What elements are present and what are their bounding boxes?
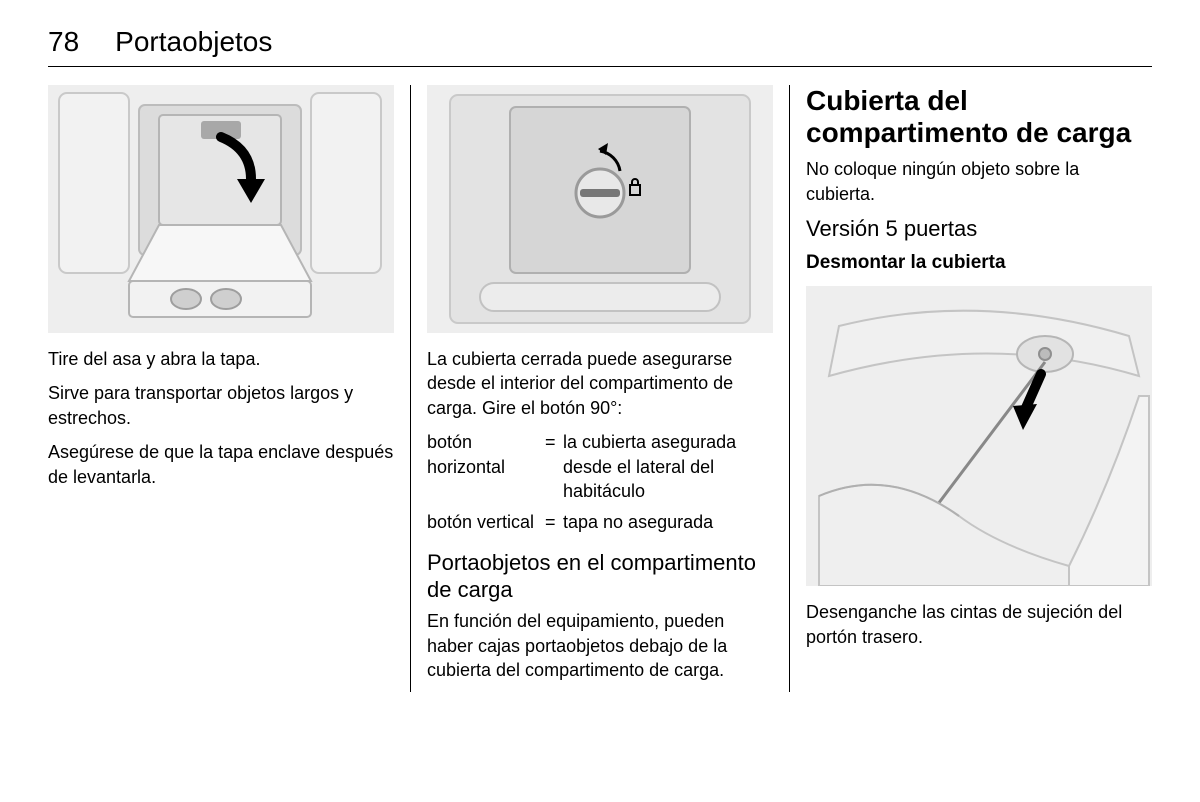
illustration-remove-cover <box>806 286 1152 586</box>
cover-lock-svg <box>427 85 773 333</box>
definition-table: botón horizontal = la cubierta asegurada… <box>427 430 773 534</box>
header-divider <box>48 66 1152 67</box>
def-term: botón horizontal <box>427 430 545 479</box>
content-columns: Tire del asa y abra la tapa. Sirve para … <box>48 85 1152 692</box>
illustration-seat-tray <box>48 85 394 333</box>
section-title: Portaobjetos <box>115 26 272 58</box>
col3-minor-heading: Versión 5 puertas <box>806 216 1152 242</box>
illustration-cover-lock <box>427 85 773 333</box>
seat-tray-svg <box>48 85 394 333</box>
page-header: 78 Portaobjetos <box>48 26 1152 58</box>
def-equals: = <box>545 430 563 454</box>
col1-p1: Tire del asa y abra la tapa. <box>48 347 394 371</box>
col1-p3: Asegúrese de que la tapa enclave después… <box>48 440 394 489</box>
col2-subheading: Portaobjetos en el compartimento de carg… <box>427 550 773 603</box>
column-3: Cubierta del compartimento de carga No c… <box>792 85 1152 692</box>
column-separator-1 <box>410 85 411 692</box>
col3-p1: No coloque ningún objeto sobre la cubier… <box>806 157 1152 206</box>
def-def: tapa no asegurada <box>563 510 773 534</box>
col2-p1: La cubierta cerrada puede asegurarse des… <box>427 347 773 420</box>
col1-p2: Sirve para transportar objetos largos y … <box>48 381 394 430</box>
def-term: botón vertical <box>427 510 545 534</box>
col2-p2: En función del equipamiento, pueden habe… <box>427 609 773 682</box>
def-row: botón vertical = tapa no asegurada <box>427 510 773 534</box>
column-2: La cubierta cerrada puede asegurarse des… <box>413 85 787 692</box>
col3-major-heading: Cubierta del compartimento de carga <box>806 85 1152 149</box>
def-row: botón horizontal = la cubierta asegurada… <box>427 430 773 503</box>
column-separator-2 <box>789 85 790 692</box>
column-1: Tire del asa y abra la tapa. Sirve para … <box>48 85 408 692</box>
col3-small-heading: Desmontar la cubierta <box>806 252 1152 274</box>
def-def: la cubierta asegurada desde el lateral d… <box>563 430 773 503</box>
def-equals: = <box>545 510 563 534</box>
page-number: 78 <box>48 26 79 58</box>
manual-page: 78 Portaobjetos <box>0 0 1200 712</box>
col3-p2: Desenganche las cintas de sujeción del p… <box>806 600 1152 649</box>
remove-cover-svg <box>806 286 1152 586</box>
